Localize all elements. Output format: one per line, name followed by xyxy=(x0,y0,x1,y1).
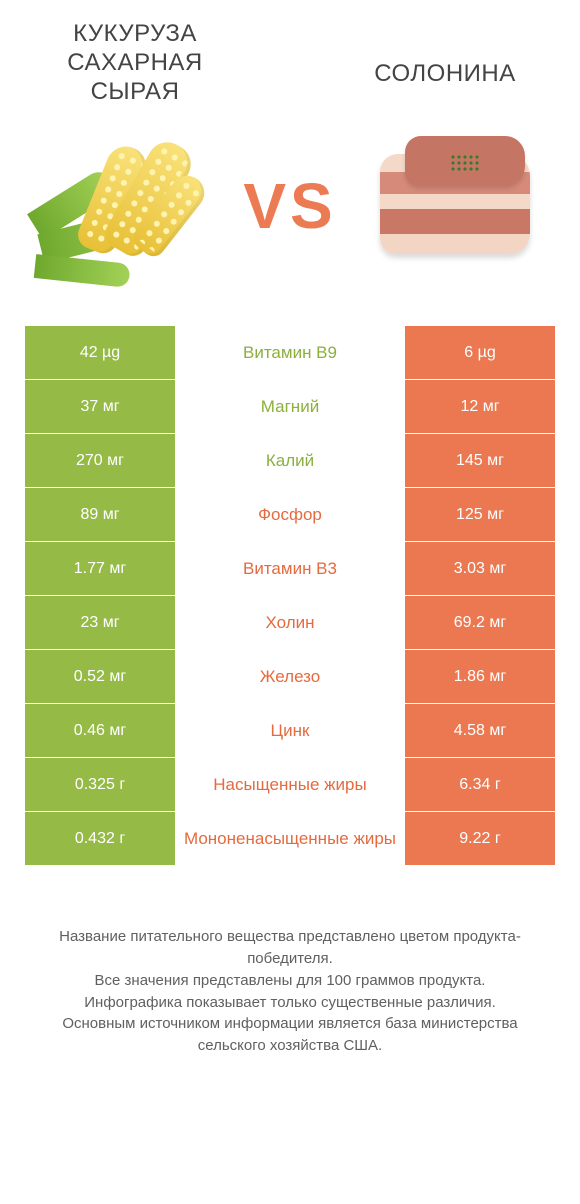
table-row: 0.325 гНасыщенные жиры6.34 г xyxy=(25,758,555,812)
table-row: 37 мгМагний12 мг xyxy=(25,380,555,434)
right-value: 125 мг xyxy=(405,488,555,542)
nutrient-label: Витамин B3 xyxy=(175,542,405,596)
footer-line: Инфографика показывает только существенн… xyxy=(35,992,545,1014)
left-value: 0.325 г xyxy=(25,758,175,812)
nutrient-label: Магний xyxy=(175,380,405,434)
header: КУКУРУЗА САХАРНАЯ СЫРАЯ СОЛОНИНА xyxy=(25,20,555,106)
footer-line: Название питательного вещества представл… xyxy=(35,926,545,970)
left-value: 270 мг xyxy=(25,434,175,488)
right-value: 1.86 мг xyxy=(405,650,555,704)
left-value: 0.52 мг xyxy=(25,650,175,704)
footer-notes: Название питательного вещества представл… xyxy=(25,926,555,1057)
table-row: 42 µgВитамин B96 µg xyxy=(25,326,555,380)
right-value: 145 мг xyxy=(405,434,555,488)
left-value: 0.46 мг xyxy=(25,704,175,758)
left-value: 1.77 мг xyxy=(25,542,175,596)
right-product-image xyxy=(355,121,555,291)
right-value: 6.34 г xyxy=(405,758,555,812)
vs-label: VS xyxy=(243,169,336,243)
right-value: 4.58 мг xyxy=(405,704,555,758)
comparison-table: 42 µgВитамин B96 µg37 мгМагний12 мг270 м… xyxy=(25,326,555,866)
left-product-title: КУКУРУЗА САХАРНАЯ СЫРАЯ xyxy=(25,20,245,106)
table-row: 270 мгКалий145 мг xyxy=(25,434,555,488)
table-row: 23 мгХолин69.2 мг xyxy=(25,596,555,650)
left-product-image xyxy=(25,121,225,291)
left-value: 37 мг xyxy=(25,380,175,434)
nutrient-label: Калий xyxy=(175,434,405,488)
table-row: 0.46 мгЦинк4.58 мг xyxy=(25,704,555,758)
table-row: 0.432 гМононенасыщенные жиры9.22 г xyxy=(25,812,555,866)
right-value: 12 мг xyxy=(405,380,555,434)
nutrient-label: Мононенасыщенные жиры xyxy=(175,812,405,866)
right-product-title: СОЛОНИНА xyxy=(335,60,555,88)
footer-line: Основным источником информации является … xyxy=(35,1013,545,1057)
table-row: 0.52 мгЖелезо1.86 мг xyxy=(25,650,555,704)
nutrient-label: Цинк xyxy=(175,704,405,758)
footer-line: Все значения представлены для 100 граммо… xyxy=(35,970,545,992)
images-row: VS xyxy=(25,116,555,296)
nutrient-label: Насыщенные жиры xyxy=(175,758,405,812)
right-value: 9.22 г xyxy=(405,812,555,866)
left-value: 89 мг xyxy=(25,488,175,542)
left-value: 0.432 г xyxy=(25,812,175,866)
left-value: 42 µg xyxy=(25,326,175,380)
nutrient-label: Железо xyxy=(175,650,405,704)
nutrient-label: Витамин B9 xyxy=(175,326,405,380)
table-row: 1.77 мгВитамин B33.03 мг xyxy=(25,542,555,596)
right-value: 3.03 мг xyxy=(405,542,555,596)
nutrient-label: Фосфор xyxy=(175,488,405,542)
nutrient-label: Холин xyxy=(175,596,405,650)
table-row: 89 мгФосфор125 мг xyxy=(25,488,555,542)
left-value: 23 мг xyxy=(25,596,175,650)
right-value: 69.2 мг xyxy=(405,596,555,650)
right-value: 6 µg xyxy=(405,326,555,380)
